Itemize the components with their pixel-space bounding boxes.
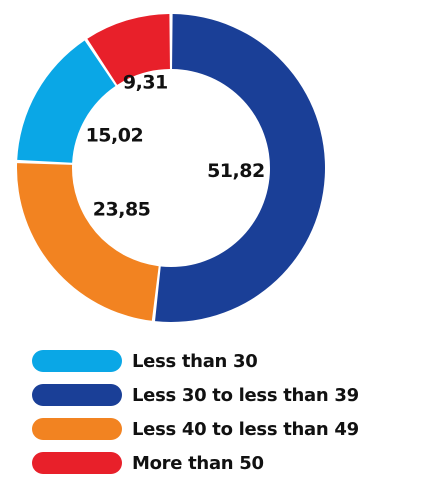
donut-chart-svg: 51,82 23,85 15,02 9,31 (17, 14, 326, 323)
donut-slice-less-30-to-less-than-39 (155, 14, 326, 323)
legend-item-more-than-50: More than 50 (32, 450, 422, 476)
donut-slice-less-40-to-less-than-49 (17, 163, 159, 321)
legend-item-less-40-to-49: Less 40 to less than 49 (32, 416, 422, 442)
value-label-less-30-to-less-than-39: 51,82 (207, 160, 265, 182)
donut-slice-less-than-30 (17, 40, 116, 163)
donut-value-labels: 51,82 23,85 15,02 9,31 (86, 71, 266, 221)
legend-swatch (32, 452, 122, 474)
donut-slice-more-than-50 (87, 14, 170, 85)
legend-label: Less than 30 (132, 350, 258, 372)
legend-swatch (32, 384, 122, 406)
value-label-more-than-50: 9,31 (123, 71, 168, 93)
legend-label: More than 50 (132, 452, 264, 474)
chart-legend: Less than 30 Less 30 to less than 39 Les… (32, 348, 422, 484)
legend-swatch (32, 418, 122, 440)
legend-item-less-30-to-39: Less 30 to less than 39 (32, 382, 422, 408)
legend-label: Less 30 to less than 39 (132, 384, 359, 406)
legend-label: Less 40 to less than 49 (132, 418, 359, 440)
donut-slices (17, 14, 326, 323)
legend-swatch (32, 350, 122, 372)
legend-item-less-than-30: Less than 30 (32, 348, 422, 374)
value-label-less-than-30: 15,02 (86, 125, 144, 147)
value-label-less-40-to-less-than-49: 23,85 (93, 199, 151, 221)
donut-chart: 51,82 23,85 15,02 9,31 (17, 14, 326, 323)
